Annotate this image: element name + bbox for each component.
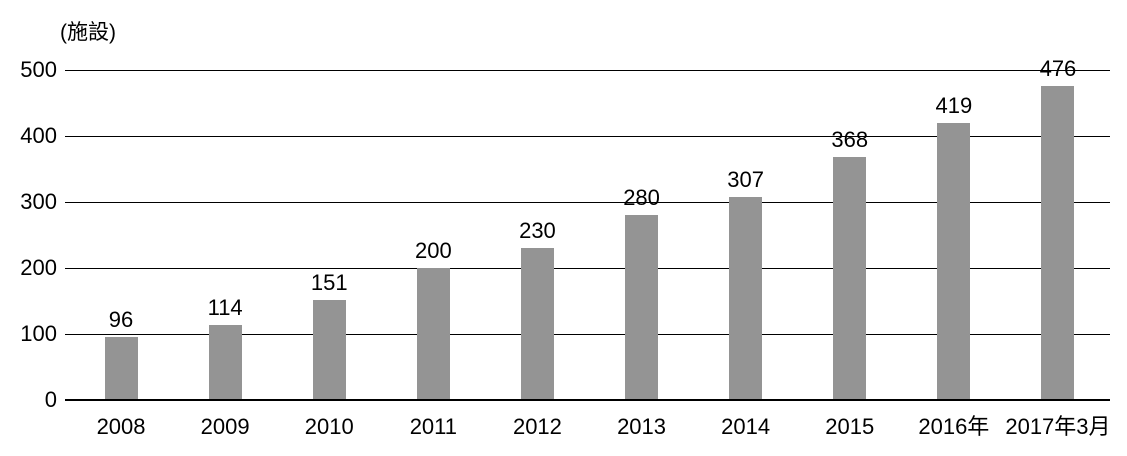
bar-value-label: 96 <box>108 306 134 332</box>
gridline <box>65 202 1110 203</box>
bar <box>1041 85 1075 400</box>
gridline <box>65 70 1110 71</box>
x-axis-tick-label: 2013 <box>617 414 667 439</box>
bar <box>520 248 554 400</box>
bar <box>937 123 971 400</box>
bar <box>625 215 659 400</box>
x-axis-tick-label: 2010 <box>304 414 354 439</box>
bar-value-label: 368 <box>831 127 869 153</box>
y-axis-tick-label: 0 <box>44 387 57 412</box>
y-axis-tick-label: 400 <box>20 123 57 148</box>
bar-value-label: 419 <box>935 93 973 119</box>
bar-value-label: 307 <box>727 167 764 193</box>
x-axis-tick-label: 2015 <box>825 414 875 439</box>
gridline <box>65 334 1110 335</box>
x-axis-tick-label: 2017年3月 <box>1005 414 1111 439</box>
bar <box>104 336 138 400</box>
bar <box>312 300 346 400</box>
bar <box>416 268 450 400</box>
x-axis-tick-label: 2009 <box>200 414 250 439</box>
gridline <box>65 268 1110 269</box>
x-axis-tick-label: 2011 <box>409 414 457 439</box>
x-axis-tick-label: 2012 <box>512 414 562 439</box>
x-axis-tick-label: 2014 <box>721 414 771 439</box>
y-axis-tick-label: 100 <box>20 321 57 346</box>
bar-value-label: 230 <box>519 218 556 244</box>
bar-value-label: 114 <box>207 294 243 320</box>
bar-value-label: 476 <box>1039 55 1077 81</box>
bar <box>833 157 867 400</box>
bar-value-label: 151 <box>310 270 348 296</box>
y-axis-tick-label: 200 <box>20 255 57 280</box>
x-axis-tick-label: 2016年 <box>918 414 990 439</box>
bar-value-label: 200 <box>414 238 452 263</box>
y-axis-tick-label: 300 <box>20 189 57 214</box>
gridline <box>65 136 1110 137</box>
x-axis-tick-label: 2008 <box>96 414 146 439</box>
bar <box>208 324 242 400</box>
bar <box>729 197 763 400</box>
y-axis-unit-label: (施設) <box>60 21 116 44</box>
bar-value-label: 280 <box>623 185 660 211</box>
y-axis-tick-label: 500 <box>20 57 57 82</box>
x-axis-line <box>65 399 1110 401</box>
